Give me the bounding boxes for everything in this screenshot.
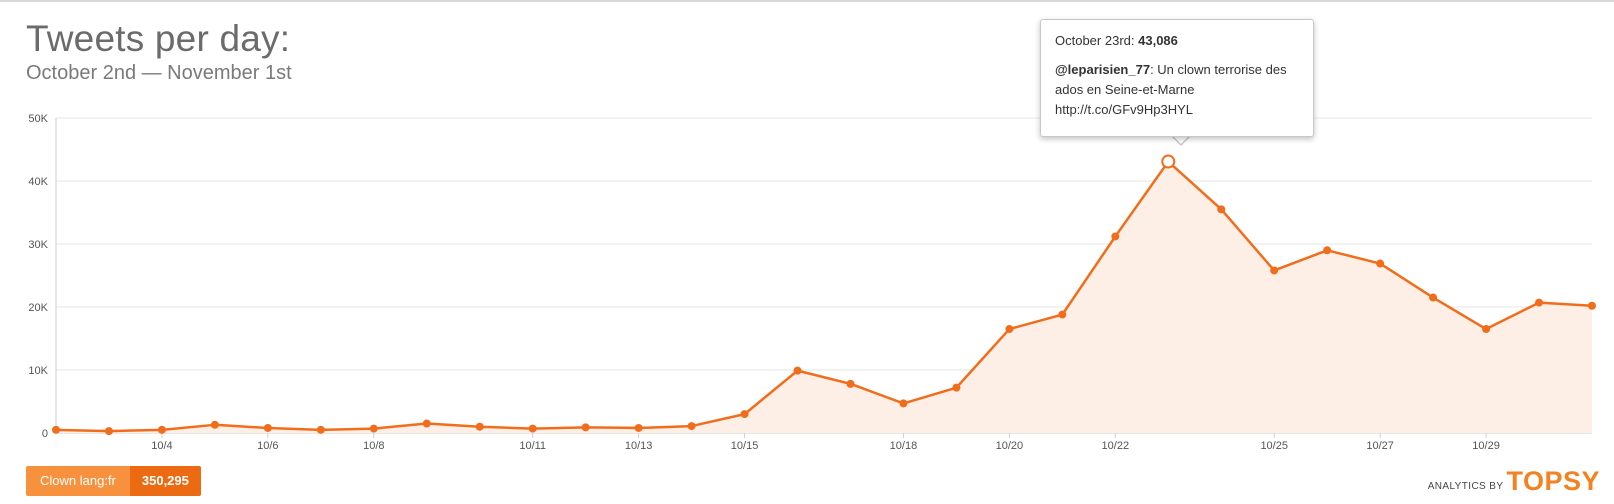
tooltip-date: October 23rd: [1055,33,1135,48]
x-tick-label: 10/13 [625,440,653,452]
data-point [1270,266,1279,275]
topsy-logo: TOPSY [1506,466,1600,496]
data-point [104,427,113,436]
top-divider [0,0,1614,2]
data-point [1217,205,1226,214]
data-point [1005,325,1014,334]
x-tick-label: 10/29 [1472,440,1500,452]
x-tick-label: 10/15 [731,440,759,452]
x-tick-label: 10/20 [996,440,1024,452]
x-tick-label: 10/27 [1366,440,1394,452]
series-area [56,161,1592,433]
y-tick-label: 0 [42,428,48,440]
data-point [1111,232,1120,241]
legend-series-total: 350,295 [129,466,201,496]
tooltip-value: 43,086 [1138,33,1178,48]
data-point [369,424,378,433]
data-point [1429,293,1438,302]
data-point [1535,298,1544,307]
data-point [740,410,749,419]
y-tick-label: 40K [28,176,48,188]
x-tick-label: 10/4 [151,440,172,452]
data-point [210,420,219,429]
y-tick-label: 30K [28,239,48,251]
x-tick-label: 10/8 [363,440,384,452]
data-point [475,422,484,431]
data-point [528,424,537,433]
y-tick-label: 50K [28,113,48,125]
branding-prefix: ANALYTICS BY [1427,481,1504,492]
data-point [952,383,961,392]
tooltip-tweet-text: : Un clown terrorise des ados en Seine-e… [1055,62,1287,117]
data-point [157,425,166,434]
data-point [581,423,590,432]
y-tick-label: 10K [28,365,48,377]
data-point [1058,310,1067,319]
x-tick-label: 10/22 [1102,440,1130,452]
data-point [1482,325,1491,334]
legend-series-name[interactable]: Clown lang:fr [26,466,130,496]
data-point [52,425,60,434]
x-tick-label: 10/25 [1260,440,1288,452]
tooltip-tweet: @leparisien_77: Un clown terrorise des a… [1055,60,1299,120]
data-point [899,399,908,408]
data-point [687,422,696,431]
data-point [1376,259,1385,268]
y-tick-label: 20K [28,302,48,314]
data-point [1588,301,1596,310]
chart-subtitle: October 2nd — November 1st [26,62,292,84]
data-point [422,419,431,428]
data-point [634,423,643,432]
x-tick-label: 10/18 [890,440,918,452]
x-tick-label: 10/6 [257,440,278,452]
data-point [316,425,325,434]
data-point [793,366,802,375]
data-point [846,379,855,388]
highlighted-data-point [1161,154,1176,169]
data-point [263,423,272,432]
data-tooltip: October 23rd: 43,086 @leparisien_77: Un … [1040,19,1314,137]
series-legend[interactable]: Clown lang:fr 350,295 [26,466,201,496]
series-line [55,160,1593,433]
data-point [1323,246,1332,255]
tooltip-arrow-fill [1172,135,1190,144]
x-tick-label: 10/11 [519,440,546,452]
topsy-branding: ANALYTICS BY TOPSY [1428,466,1600,496]
tooltip-date-line: October 23rd: 43,086 [1055,33,1299,48]
chart-title: Tweets per day: [26,18,291,59]
tooltip-user[interactable]: @leparisien_77 [1055,62,1151,77]
